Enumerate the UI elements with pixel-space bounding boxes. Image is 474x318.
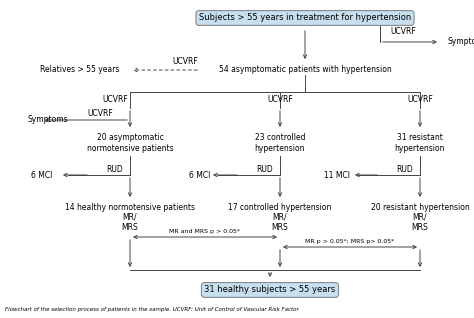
- Text: RUD: RUD: [256, 164, 273, 174]
- Text: 31 healthy subjects > 55 years: 31 healthy subjects > 55 years: [204, 286, 336, 294]
- Text: Flowchart of the selection process of patients in the sample. UCVRF: Unit of Con: Flowchart of the selection process of pa…: [5, 307, 299, 312]
- Text: Symptoms: Symptoms: [28, 115, 69, 125]
- Text: 6 MCI: 6 MCI: [31, 170, 52, 179]
- Text: UCVRF: UCVRF: [390, 27, 416, 37]
- Text: UCVRF: UCVRF: [102, 95, 128, 105]
- Text: 11 MCI: 11 MCI: [324, 170, 350, 179]
- Text: RUD: RUD: [397, 164, 413, 174]
- Text: 20 resistant hypertension: 20 resistant hypertension: [371, 203, 469, 211]
- Text: 20 asymptomatic
normotensive patients: 20 asymptomatic normotensive patients: [87, 133, 173, 153]
- Text: 54 asymptomatic patients with hypertension: 54 asymptomatic patients with hypertensi…: [219, 66, 392, 74]
- Text: Subjects > 55 years in treatment for hypertension: Subjects > 55 years in treatment for hyp…: [199, 13, 411, 23]
- Text: Relatives > 55 years: Relatives > 55 years: [40, 66, 120, 74]
- Text: MR and MRS p > 0.05*: MR and MRS p > 0.05*: [170, 229, 240, 233]
- Text: 6 MCI: 6 MCI: [189, 170, 210, 179]
- Text: RUD: RUD: [107, 164, 123, 174]
- Text: MR/
MRS: MR/ MRS: [122, 212, 138, 232]
- Text: MR/
MRS: MR/ MRS: [272, 212, 288, 232]
- Text: MR p > 0.05*; MRS p> 0.05*: MR p > 0.05*; MRS p> 0.05*: [305, 238, 395, 244]
- Text: 23 controlled
hypertension: 23 controlled hypertension: [255, 133, 305, 153]
- Text: 17 controlled hypertension: 17 controlled hypertension: [228, 203, 332, 211]
- Text: 31 resistant
hypertension: 31 resistant hypertension: [395, 133, 445, 153]
- Text: UCVRF: UCVRF: [87, 109, 113, 119]
- Text: UCVRF: UCVRF: [407, 95, 433, 105]
- Text: UCVRF: UCVRF: [267, 95, 293, 105]
- Text: UCVRF: UCVRF: [172, 58, 198, 66]
- Text: Symptoms: Symptoms: [448, 38, 474, 46]
- Text: MR/
MRS: MR/ MRS: [411, 212, 428, 232]
- Text: 14 healthy normotensive patients: 14 healthy normotensive patients: [65, 203, 195, 211]
